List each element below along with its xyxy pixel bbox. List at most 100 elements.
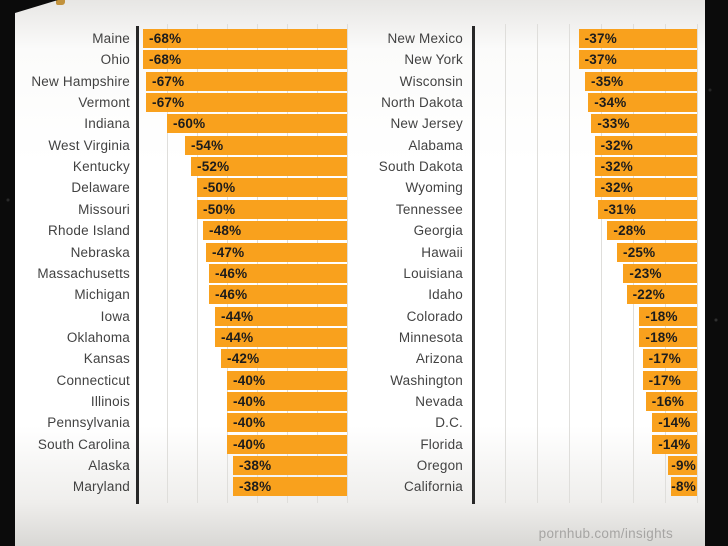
gridline (633, 24, 634, 503)
state-label: South Dakota (378, 159, 463, 175)
state-label: Florida (420, 436, 463, 452)
state-label: Alabama (408, 137, 463, 153)
state-label: West Virginia (48, 137, 130, 153)
bar-value-label: -40% (233, 372, 266, 388)
state-label: South Carolina (37, 436, 130, 452)
state-label: Louisiana (403, 265, 463, 281)
bar (645, 391, 697, 411)
gridline (601, 24, 602, 503)
state-label: Indiana (84, 116, 130, 132)
bar-value-label: -50% (203, 201, 236, 217)
bar (578, 29, 697, 48)
state-label: Missouri (78, 201, 130, 217)
state-label: Ohio (100, 52, 130, 68)
bar-value-label: -44% (221, 308, 254, 324)
bar-value-label: -18% (645, 308, 678, 324)
state-label: Iowa (100, 308, 130, 324)
bar-value-label: -38% (239, 479, 272, 495)
gridline (317, 24, 318, 503)
bar-value-label: -50% (203, 180, 236, 196)
state-label: Alaska (88, 458, 130, 473)
bar-value-label: -16% (651, 393, 685, 409)
bar-value-label: -17% (648, 372, 681, 388)
state-label: New Hampshire (31, 73, 130, 89)
bar (639, 306, 697, 326)
state-label: Wisconsin (399, 73, 463, 89)
bar (623, 263, 697, 283)
gridline (569, 24, 570, 503)
bar (668, 456, 697, 475)
bar (626, 285, 697, 305)
bar-value-label: -48% (209, 223, 242, 239)
bar (594, 135, 697, 155)
state-label: Kentucky (72, 159, 130, 175)
state-label: New Jersey (390, 116, 463, 132)
bar-value-label: -52% (197, 159, 230, 175)
bar (578, 50, 697, 70)
state-label: Hawaii (421, 244, 463, 260)
source-credit: pornhub.com/insights (538, 526, 673, 541)
chart-card: Maine -68% Ohio -68% New Hampshire -67% Vermon… (15, 0, 705, 546)
gridline (287, 24, 288, 503)
state-label: Colorado (406, 308, 463, 324)
bar (588, 93, 697, 113)
bar (585, 71, 697, 91)
bar (652, 413, 697, 433)
bar (167, 114, 347, 134)
state-label: Idaho (428, 287, 463, 303)
bar (206, 242, 347, 262)
bar-value-label: -34% (594, 95, 627, 111)
bar (642, 349, 697, 369)
state-label: New Mexico (387, 31, 463, 46)
gridline (347, 24, 348, 503)
bar (197, 199, 347, 219)
bar (233, 456, 347, 475)
state-label: Georgia (413, 223, 463, 239)
state-label: Nebraska (70, 244, 130, 260)
bar-value-label: -67% (152, 95, 185, 111)
bar-value-label: -42% (227, 351, 260, 367)
bar (594, 157, 697, 177)
bar (607, 221, 697, 241)
bar (209, 285, 347, 305)
state-label: Connecticut (56, 372, 130, 388)
state-label: Michigan (74, 287, 130, 303)
bar-value-label: -9% (671, 458, 696, 473)
state-label: Maine (92, 31, 130, 46)
bar (146, 93, 347, 113)
bar (227, 391, 347, 411)
bar-value-label: -31% (603, 201, 637, 217)
bar (197, 178, 347, 198)
gridline (197, 24, 198, 503)
state-label: Washington (390, 372, 463, 388)
state-label: Arizona (415, 351, 463, 367)
bar-value-label: -14% (658, 415, 691, 431)
bar (594, 178, 697, 198)
state-label: Massachusetts (37, 265, 130, 281)
bar-value-label: -67% (152, 73, 185, 89)
bar-value-label: -40% (233, 415, 266, 431)
axis-baseline (136, 26, 139, 504)
gridline (257, 24, 258, 503)
state-label: Maryland (72, 479, 130, 495)
state-label: California (403, 479, 463, 495)
state-label: D.C. (435, 415, 463, 431)
bar-value-label: -38% (239, 458, 272, 473)
bar-value-label: -23% (629, 265, 662, 281)
bar-value-label: -68% (149, 52, 182, 68)
cropped-title-fragment (56, 0, 65, 5)
bar (146, 71, 347, 91)
bar (215, 306, 347, 326)
gridline (167, 24, 168, 503)
bar (597, 199, 697, 219)
bar-value-label: -44% (221, 329, 254, 345)
state-label: Tennessee (395, 201, 463, 217)
bar-value-label: -18% (645, 329, 678, 345)
gridline (665, 24, 666, 503)
bar-value-label: -60% (173, 116, 206, 132)
bar-value-label: -25% (623, 244, 656, 260)
state-label: Wyoming (405, 180, 463, 196)
bar-value-label: -47% (212, 244, 245, 260)
bar-value-label: -37% (584, 31, 617, 46)
